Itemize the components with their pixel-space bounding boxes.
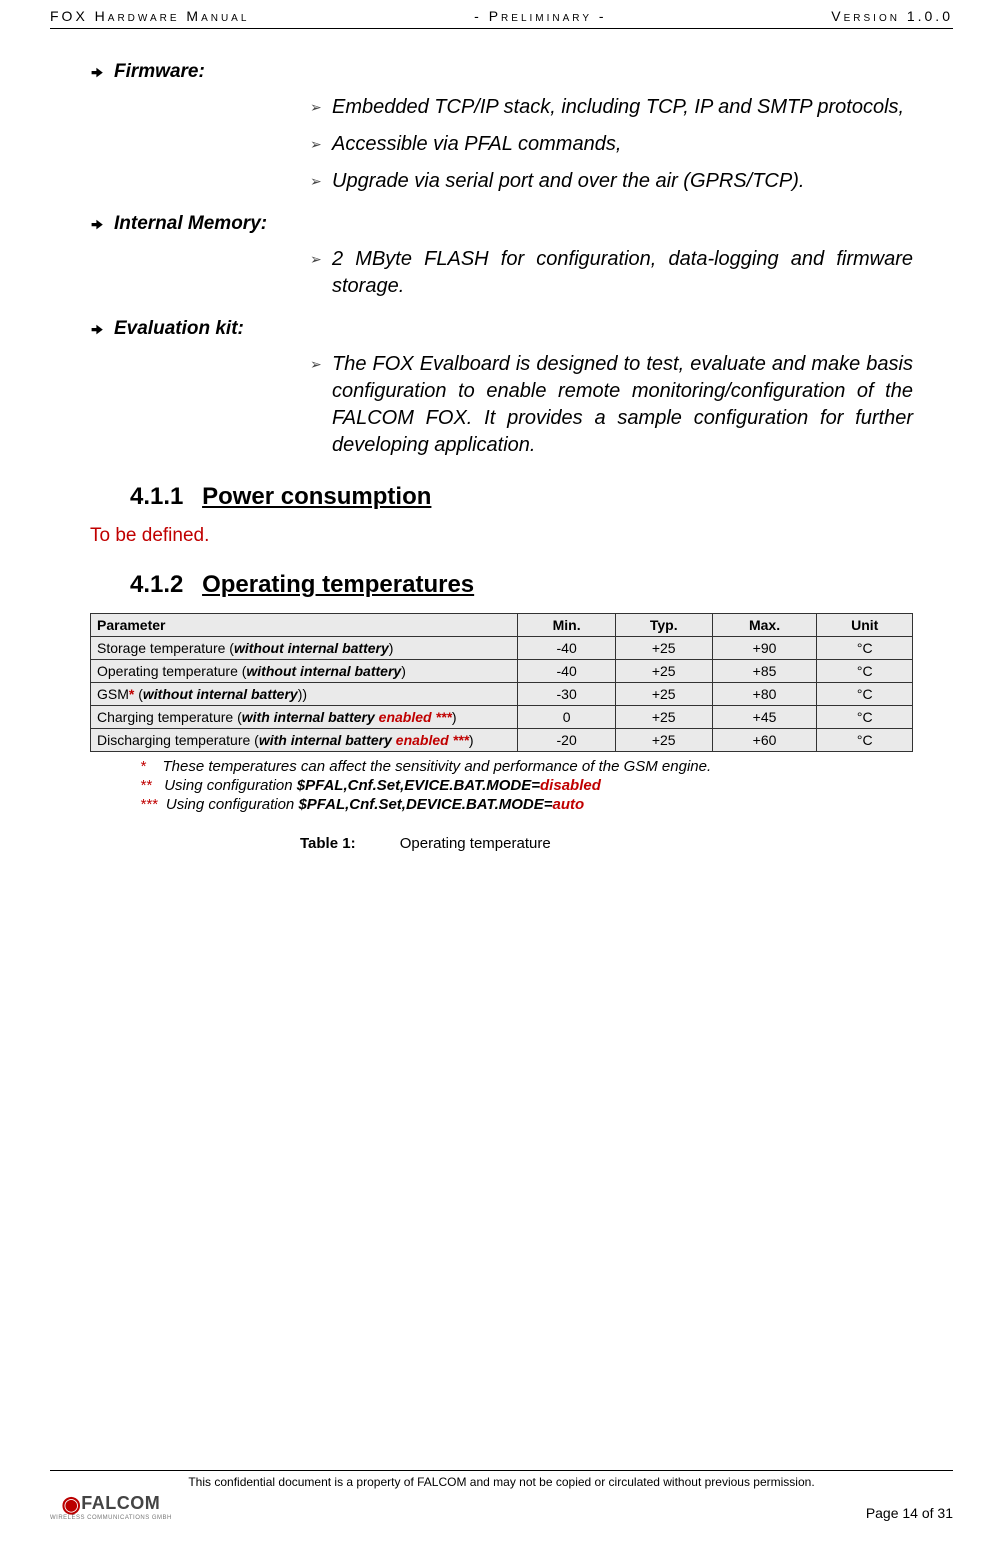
footer-disclaimer: This confidential document is a property…: [50, 1475, 953, 1489]
hand-icon: [90, 215, 108, 236]
hand-icon: [90, 63, 108, 84]
page-number: Page 14 of 31: [866, 1505, 953, 1521]
page-footer: This confidential document is a property…: [50, 1470, 953, 1521]
list-item: ➢ The FOX Evalboard is designed to test,…: [310, 351, 913, 459]
firmware-label: Firmware:: [114, 61, 205, 83]
td-typ: +25: [615, 660, 712, 683]
bullet-evalkit: Evaluation kit:: [90, 318, 913, 341]
td-unit: °C: [817, 637, 913, 660]
td-min: -40: [518, 637, 615, 660]
temperature-table: Parameter Min. Typ. Max. Unit Storage te…: [90, 613, 913, 752]
td-typ: +25: [615, 706, 712, 729]
td-unit: °C: [817, 660, 913, 683]
heading-title: Operating temperatures: [202, 571, 474, 598]
note-1: * These temperatures can affect the sens…: [140, 758, 913, 775]
list-item: ➢ Upgrade via serial port and over the a…: [310, 168, 913, 195]
item-text: The FOX Evalboard is designed to test, e…: [332, 351, 913, 459]
td-min: -40: [518, 660, 615, 683]
table-row: Discharging temperature (with internal b…: [91, 729, 913, 752]
th-unit: Unit: [817, 614, 913, 637]
memory-label: Internal Memory:: [114, 213, 267, 235]
td-param: Discharging temperature (with internal b…: [91, 729, 518, 752]
list-item: ➢ 2 MByte FLASH for configuration, data-…: [310, 246, 913, 300]
caption-text: Operating temperature: [400, 835, 551, 852]
note-3: *** Using configuration $PFAL,Cnf.Set,DE…: [140, 796, 913, 813]
heading-411: 4.1.1 Power consumption: [130, 483, 913, 511]
table-row: Charging temperature (with internal batt…: [91, 706, 913, 729]
caption-label: Table 1:: [300, 835, 356, 852]
td-unit: °C: [817, 729, 913, 752]
bullet-firmware: Firmware:: [90, 61, 913, 84]
td-min: -20: [518, 729, 615, 752]
item-text: Embedded TCP/IP stack, including TCP, IP…: [332, 94, 904, 121]
table-row: Storage temperature (without internal ba…: [91, 637, 913, 660]
chevron-icon: ➢: [310, 356, 332, 459]
td-max: +45: [712, 706, 817, 729]
falcom-logo: ◉FALCOM WIRELESS COMMUNICATIONS GMBH: [50, 1491, 172, 1521]
td-max: +80: [712, 683, 817, 706]
list-item: ➢ Accessible via PFAL commands,: [310, 131, 913, 158]
heading-412: 4.1.2 Operating temperatures: [130, 571, 913, 599]
header-left: FOX Hardware Manual: [50, 8, 249, 24]
hand-icon: [90, 320, 108, 341]
chevron-icon: ➢: [310, 173, 332, 195]
bullet-memory: Internal Memory:: [90, 213, 913, 236]
td-param: Storage temperature (without internal ba…: [91, 637, 518, 660]
table-row: GSM* (without internal battery)) -30 +25…: [91, 683, 913, 706]
evalkit-label: Evaluation kit:: [114, 318, 244, 340]
td-unit: °C: [817, 706, 913, 729]
th-typ: Typ.: [615, 614, 712, 637]
chevron-icon: ➢: [310, 251, 332, 300]
td-min: -30: [518, 683, 615, 706]
item-text: Accessible via PFAL commands,: [332, 131, 621, 158]
chevron-icon: ➢: [310, 136, 332, 158]
header-center: - Preliminary -: [474, 8, 606, 24]
td-unit: °C: [817, 683, 913, 706]
td-max: +90: [712, 637, 817, 660]
page-header: FOX Hardware Manual - Preliminary - Vers…: [50, 0, 953, 29]
evalkit-items: ➢ The FOX Evalboard is designed to test,…: [310, 351, 913, 459]
list-item: ➢ Embedded TCP/IP stack, including TCP, …: [310, 94, 913, 121]
table-caption: Table 1: Operating temperature: [300, 835, 913, 852]
th-min: Min.: [518, 614, 615, 637]
heading-title: Power consumption: [202, 483, 431, 510]
td-typ: +25: [615, 729, 712, 752]
chevron-icon: ➢: [310, 99, 332, 121]
td-param: Charging temperature (with internal batt…: [91, 706, 518, 729]
td-typ: +25: [615, 637, 712, 660]
table-footnotes: * These temperatures can affect the sens…: [140, 758, 913, 813]
td-max: +85: [712, 660, 817, 683]
td-param: GSM* (without internal battery)): [91, 683, 518, 706]
table-header-row: Parameter Min. Typ. Max. Unit: [91, 614, 913, 637]
tbd-note: To be defined.: [90, 525, 913, 547]
heading-num: 4.1.1: [130, 483, 183, 510]
content-area: Firmware: ➢ Embedded TCP/IP stack, inclu…: [50, 29, 953, 852]
table-row: Operating temperature (without internal …: [91, 660, 913, 683]
header-right: Version 1.0.0: [831, 8, 953, 24]
note-2: ** Using configuration $PFAL,Cnf.Set,EVI…: [140, 777, 913, 794]
th-max: Max.: [712, 614, 817, 637]
td-max: +60: [712, 729, 817, 752]
item-text: Upgrade via serial port and over the air…: [332, 168, 804, 195]
memory-items: ➢ 2 MByte FLASH for configuration, data-…: [310, 246, 913, 300]
td-param: Operating temperature (without internal …: [91, 660, 518, 683]
heading-num: 4.1.2: [130, 571, 183, 598]
item-text: 2 MByte FLASH for configuration, data-lo…: [332, 246, 913, 300]
td-min: 0: [518, 706, 615, 729]
td-typ: +25: [615, 683, 712, 706]
th-parameter: Parameter: [91, 614, 518, 637]
firmware-items: ➢ Embedded TCP/IP stack, including TCP, …: [310, 94, 913, 195]
